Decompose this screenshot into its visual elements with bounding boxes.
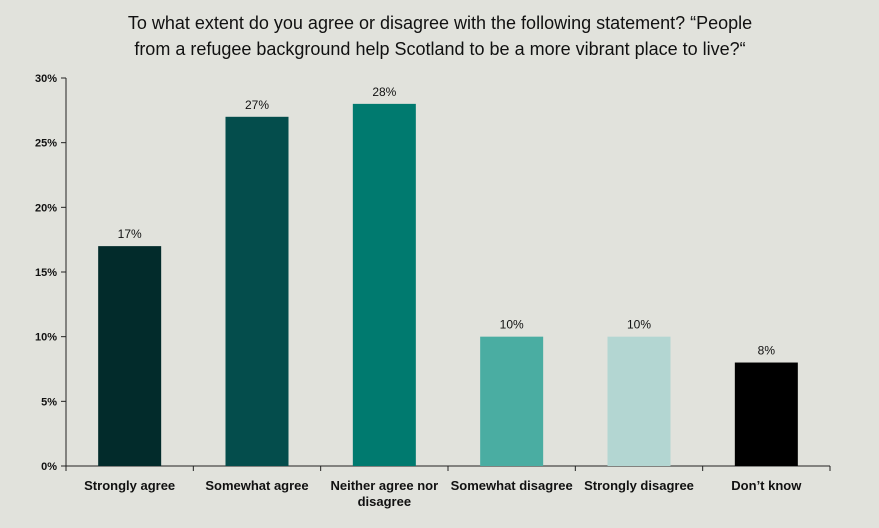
bar [607,336,671,466]
data-label: 8% [758,344,776,358]
data-label: 10% [500,318,524,332]
bar [98,246,162,466]
y-tick-label: 20% [35,202,57,214]
chart-title-line-1: To what extent do you agree or disagree … [127,13,753,33]
chart-title-line-2: from a refugee background help Scotland … [134,39,746,59]
y-tick-label: 15% [35,267,57,279]
data-label: 28% [372,85,396,99]
x-tick-label: Strongly agree [84,478,175,493]
x-tick-label: disagree [358,494,411,509]
bar [734,362,798,466]
bar [480,336,544,466]
x-tick-label: Somewhat disagree [451,478,573,493]
data-label: 17% [118,227,142,241]
x-tick-label: Somewhat agree [205,478,308,493]
y-tick-label: 0% [41,461,57,473]
bar [352,103,416,466]
y-tick-label: 25% [35,138,57,150]
y-tick-label: 10% [35,332,57,344]
data-label: 10% [627,318,651,332]
x-tick-label: Don’t know [731,478,802,493]
bar [225,116,289,467]
x-tick-label: Strongly disagree [584,478,694,493]
y-tick-label: 30% [35,73,57,85]
y-tick-label: 5% [41,396,57,408]
x-tick-label: Neither agree nor [331,478,439,493]
chart-title: To what extent do you agree or disagree … [60,10,820,62]
data-label: 27% [245,98,269,112]
